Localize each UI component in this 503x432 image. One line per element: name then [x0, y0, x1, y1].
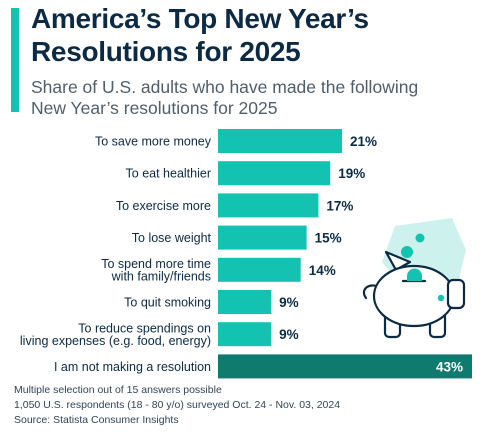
coin-icon	[401, 233, 425, 281]
category-label-0: To save more money	[95, 135, 212, 149]
piggy-bank-icon	[362, 250, 466, 339]
value-label-3: 15%	[315, 231, 342, 246]
bar-7	[218, 354, 472, 379]
category-label-1: To eat healthier	[126, 167, 211, 181]
title-line-1: America’s Top New Year’s	[31, 3, 369, 34]
page-title: America’s Top New Year’s Resolutions for…	[31, 2, 491, 68]
bar-4	[218, 257, 301, 282]
category-label-7: I am not making a resolution	[54, 360, 211, 374]
value-label-5: 9%	[279, 295, 299, 310]
category-label-6: To reduce spendings on living expenses (e…	[20, 322, 211, 349]
footer-note: Multiple selection out of 15 answers pos…	[14, 384, 222, 396]
category-label-3: To lose weight	[132, 231, 212, 245]
value-label-2: 17%	[326, 198, 353, 213]
value-label-7: 43%	[436, 359, 463, 374]
value-label-6: 9%	[279, 327, 299, 342]
bar-5	[218, 290, 272, 314]
bar-1	[218, 161, 331, 186]
value-label-0: 21%	[350, 134, 377, 149]
page-subtitle: Share of U.S. adults who have made the f…	[31, 77, 481, 119]
category-label-4: To spend more time with family/friends	[101, 257, 211, 284]
value-label-1: 19%	[338, 166, 365, 181]
bar-3	[218, 225, 307, 250]
chart-footer: Multiple selection out of 15 answers pos…	[14, 383, 340, 428]
subtitle-line-2: New Year’s resolutions for 2025	[31, 98, 278, 118]
value-label-4: 14%	[309, 263, 336, 278]
bar-2	[218, 193, 319, 218]
footer-respondents: 1,050 U.S. respondents (18 - 80 y/o) sur…	[14, 399, 341, 411]
category-label-2: To exercise more	[116, 199, 211, 213]
category-label-5: To quit smoking	[124, 296, 211, 310]
title-accent-bar	[11, 8, 19, 112]
bar-6	[218, 322, 272, 347]
footer-source: Source: Statista Consumer Insights	[14, 414, 179, 426]
title-line-2: Resolutions for 2025	[31, 36, 301, 67]
piggy-eye-icon	[437, 294, 445, 302]
subtitle-line-1: Share of U.S. adults who have made the f…	[31, 77, 419, 97]
bar-0	[218, 129, 342, 153]
